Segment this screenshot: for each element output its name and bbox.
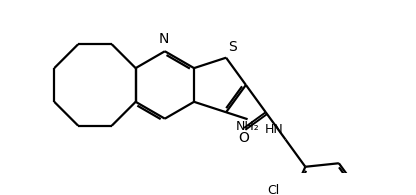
Text: S: S xyxy=(228,40,237,54)
Text: HN: HN xyxy=(265,123,283,136)
Text: Cl: Cl xyxy=(267,184,280,195)
Text: O: O xyxy=(239,131,250,145)
Text: NH₂: NH₂ xyxy=(236,121,260,133)
Text: N: N xyxy=(159,32,169,46)
